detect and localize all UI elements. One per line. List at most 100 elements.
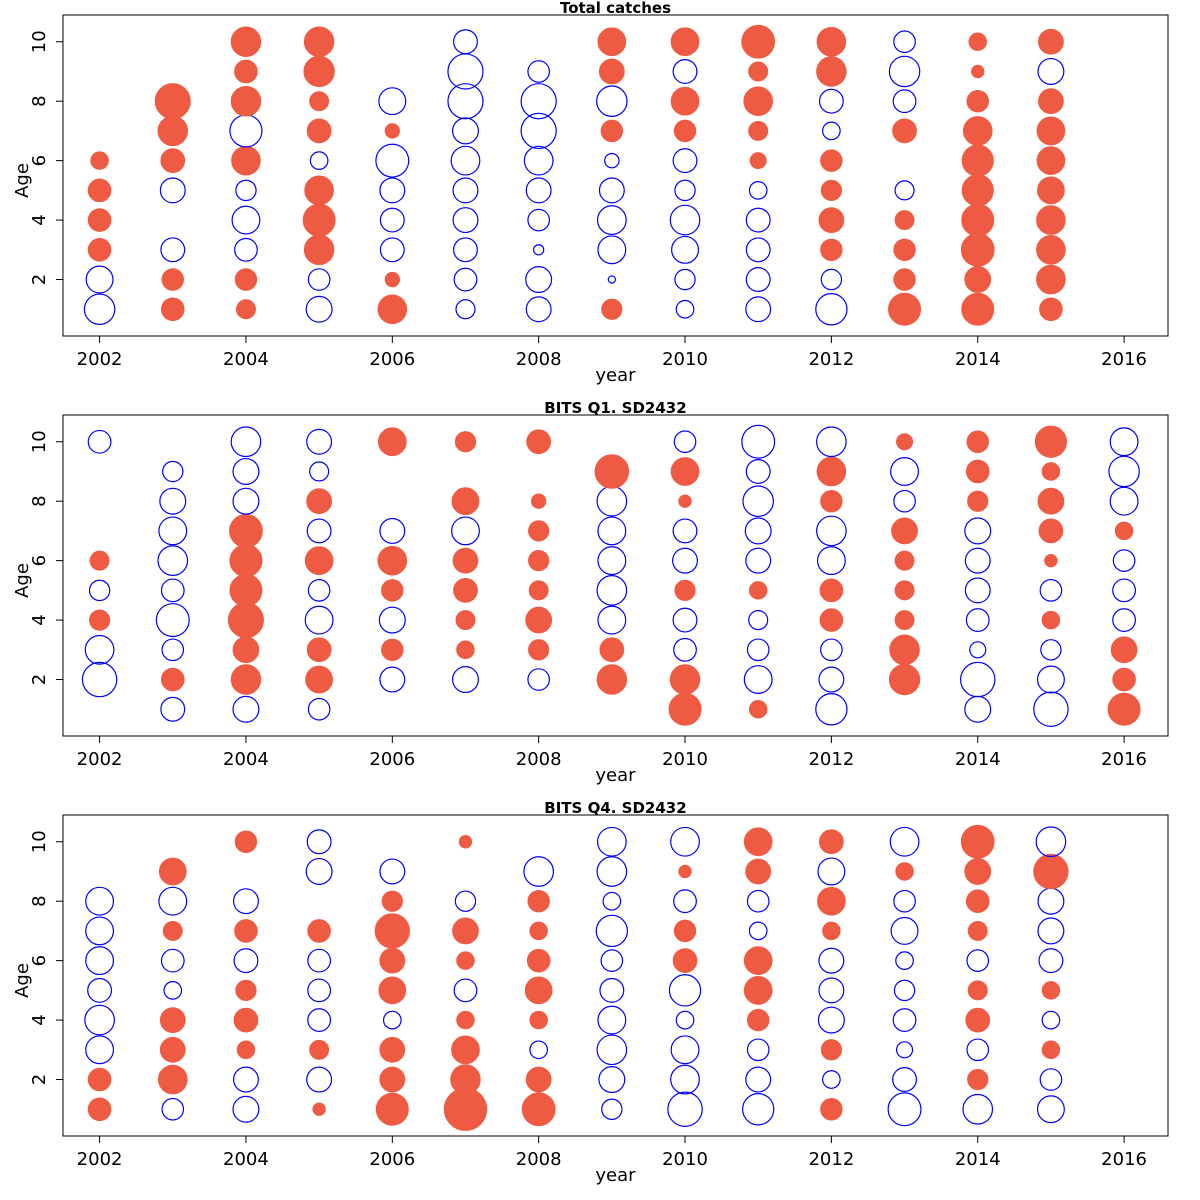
negative-residual-bubble [893, 979, 916, 1002]
negative-residual-bubble [523, 856, 555, 887]
negative-residual-bubble [597, 235, 627, 265]
negative-residual-bubble [307, 948, 332, 973]
positive-residual-bubble [309, 1039, 330, 1060]
y-axis-label: Age [12, 563, 33, 598]
y-tick-label: 10 [29, 430, 50, 453]
negative-residual-bubble [895, 1041, 914, 1059]
positive-residual-bubble [966, 430, 989, 453]
negative-residual-bubble [675, 299, 695, 319]
negative-residual-bubble [671, 235, 700, 264]
positive-residual-bubble [748, 120, 769, 141]
negative-residual-bubble [453, 237, 478, 263]
negative-residual-bubble [1112, 549, 1136, 572]
negative-residual-bubble [672, 59, 698, 84]
negative-residual-bubble [965, 608, 990, 632]
positive-residual-bubble [964, 266, 992, 293]
negative-residual-bubble [232, 888, 259, 915]
negative-residual-bubble [746, 638, 770, 662]
positive-residual-bubble [893, 268, 916, 291]
negative-residual-bubble [527, 60, 550, 83]
negative-residual-bubble [964, 695, 992, 723]
positive-residual-bubble [229, 573, 263, 607]
positive-residual-bubble [670, 457, 700, 486]
y-tick-label: 10 [29, 30, 50, 53]
positive-residual-bubble [894, 550, 915, 571]
negative-residual-bubble [85, 265, 114, 294]
negative-residual-bubble [229, 114, 263, 148]
negative-residual-bubble [673, 637, 697, 662]
negative-residual-bubble [309, 151, 329, 170]
negative-residual-bubble [1035, 826, 1067, 858]
positive-residual-bubble [157, 115, 189, 147]
positive-residual-bubble [87, 1097, 112, 1122]
positive-residual-bubble [379, 947, 406, 974]
positive-residual-bubble [749, 152, 767, 170]
negative-residual-bubble [748, 610, 769, 631]
y-axis-label: Age [12, 163, 33, 198]
negative-residual-bubble [889, 826, 920, 857]
x-tick-label: 2006 [369, 349, 415, 370]
negative-residual-bubble [599, 977, 625, 1003]
positive-residual-bubble [234, 830, 258, 853]
positive-residual-bubble [968, 32, 987, 52]
negative-residual-bubble [598, 177, 625, 204]
negative-residual-bubble [745, 547, 772, 574]
positive-residual-bubble [307, 919, 331, 943]
positive-residual-bubble [157, 1064, 188, 1095]
negative-residual-bubble [816, 426, 847, 458]
positive-residual-bubble [678, 494, 692, 508]
positive-residual-bubble [309, 91, 330, 112]
negative-residual-bubble [969, 641, 987, 659]
positive-residual-bubble [743, 827, 773, 857]
positive-residual-bubble [384, 123, 400, 139]
positive-residual-bubble [378, 976, 407, 1005]
positive-residual-bubble [960, 824, 995, 859]
negative-residual-bubble [230, 426, 262, 458]
negative-residual-bubble [161, 638, 185, 662]
positive-residual-bubble [965, 459, 990, 484]
positive-residual-bubble [816, 56, 847, 87]
plot-frame [62, 14, 1169, 337]
negative-residual-bubble [159, 177, 186, 204]
negative-residual-bubble [382, 1010, 402, 1030]
negative-residual-bubble [525, 177, 552, 204]
positive-residual-bubble [303, 26, 335, 57]
positive-residual-bubble [967, 920, 988, 941]
negative-residual-bubble [892, 89, 917, 114]
negative-residual-bubble [452, 207, 479, 234]
positive-residual-bubble [453, 577, 478, 603]
negative-residual-bubble [674, 268, 696, 291]
negative-residual-bubble [453, 29, 478, 55]
positive-residual-bubble [234, 268, 258, 291]
negative-residual-bubble [815, 293, 848, 326]
positive-residual-bubble [89, 550, 110, 571]
positive-residual-bubble [528, 520, 550, 542]
positive-residual-bubble [528, 550, 550, 572]
negative-residual-bubble [1038, 948, 1064, 974]
positive-residual-bubble [304, 175, 334, 206]
panel-title: Total catches [560, 0, 671, 17]
positive-residual-bubble [1036, 205, 1066, 235]
negative-residual-bubble [305, 295, 333, 323]
positive-residual-bubble [525, 606, 553, 634]
positive-residual-bubble [594, 454, 630, 489]
positive-residual-bubble [891, 517, 918, 545]
negative-residual-bubble [600, 949, 624, 972]
positive-residual-bubble [306, 488, 333, 515]
positive-residual-bubble [379, 1036, 406, 1063]
positive-residual-bubble [312, 1102, 326, 1116]
negative-residual-bubble [85, 1035, 115, 1065]
positive-residual-bubble [817, 886, 846, 916]
negative-residual-bubble [817, 1006, 845, 1034]
x-tick-label: 2006 [369, 1149, 415, 1170]
positive-residual-bubble [1041, 462, 1061, 481]
positive-residual-bubble [967, 1068, 989, 1091]
negative-residual-bubble [233, 948, 259, 974]
negative-residual-bubble [1109, 486, 1139, 516]
x-tick-label: 2004 [223, 349, 269, 370]
negative-residual-bubble [304, 605, 334, 635]
positive-residual-bubble [822, 921, 841, 941]
x-tick-label: 2012 [808, 1149, 854, 1170]
positive-residual-bubble [1037, 176, 1065, 205]
positive-residual-bubble [527, 889, 550, 913]
